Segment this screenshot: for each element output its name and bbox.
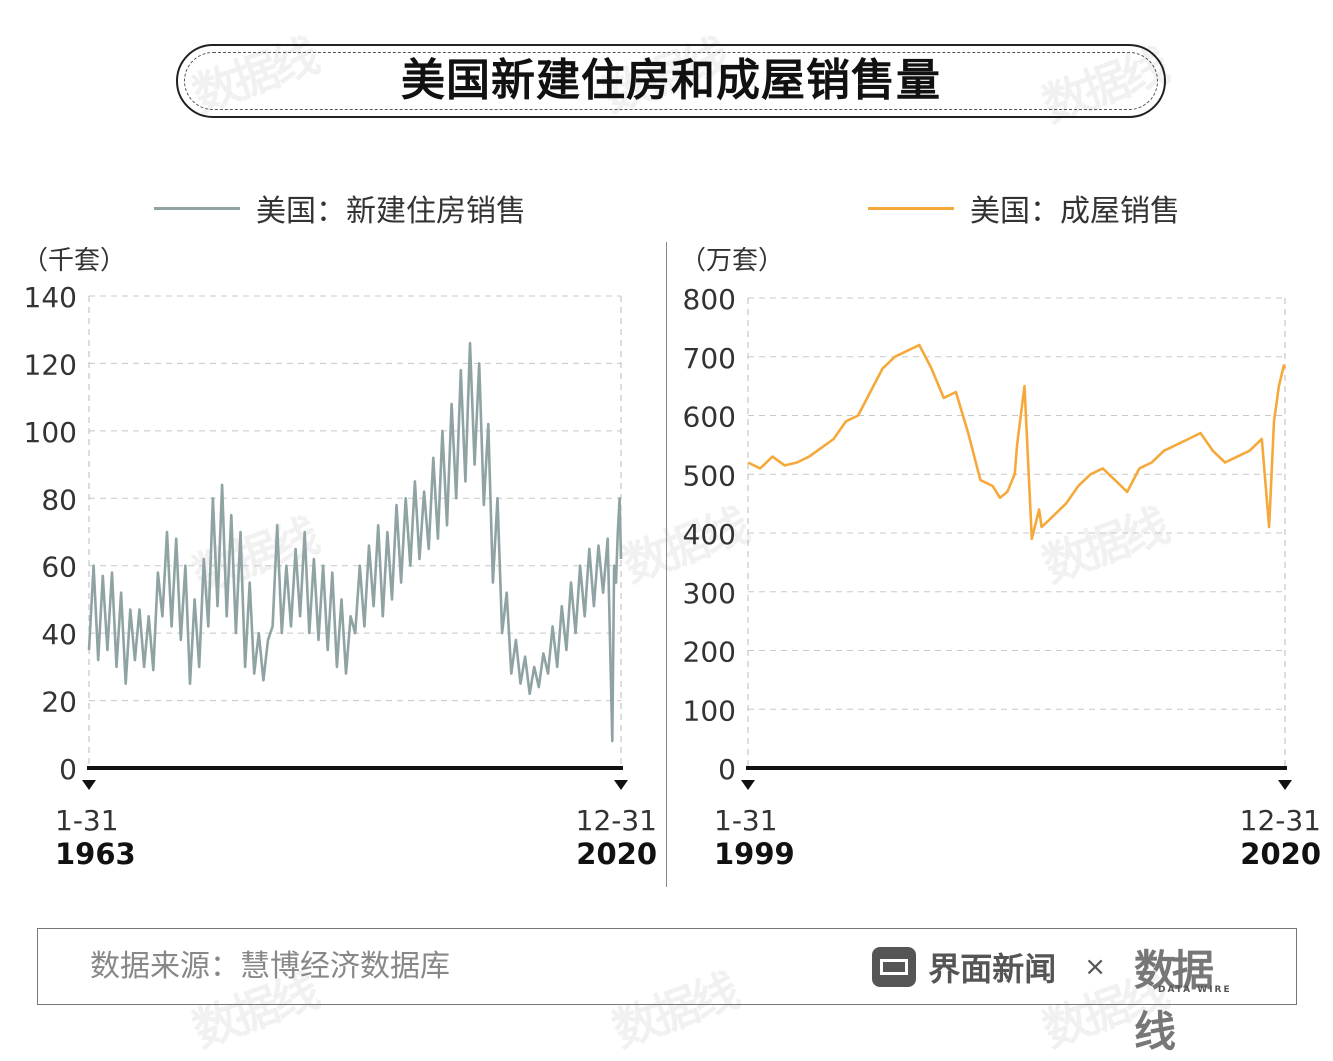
- data-wire-logo-text: 数据线: [1134, 946, 1214, 1056]
- unit-label-right: （万套）: [680, 246, 785, 276]
- jiemian-logo-icon: [872, 947, 917, 987]
- title-banner: 美国新建住房和成屋销售量: [176, 44, 1166, 118]
- y-tick-label: 800: [683, 283, 736, 316]
- legend-new-home-sales: 美国：新建住房销售: [154, 186, 526, 230]
- legend-label-existing-home: 美国：成屋销售: [970, 194, 1180, 229]
- brand-area: 界面新闻 × 数据线 DATA WIRE: [872, 929, 1244, 1056]
- data-wire-logo: 数据线 DATA WIRE: [1134, 937, 1244, 1056]
- data-source-label: 数据来源：慧博经济数据库: [90, 949, 450, 984]
- y-tick-label: 700: [683, 342, 736, 375]
- y-tick-label: 20: [41, 686, 77, 719]
- y-tick-label: 200: [683, 636, 736, 669]
- x-tick-label-date: 12-31: [1240, 804, 1321, 837]
- x-tick-marker: [741, 780, 755, 790]
- legend-swatch-new-home: [154, 206, 240, 210]
- y-tick-label: 100: [683, 694, 736, 727]
- y-tick-label: 300: [683, 577, 736, 610]
- legend-existing-home-sales: 美国：成屋销售: [868, 186, 1180, 230]
- y-tick-label: 400: [683, 518, 736, 551]
- y-tick-label: 140: [24, 281, 77, 314]
- panel-divider: [666, 242, 667, 887]
- x-tick-label-year: 1999: [714, 837, 795, 871]
- x-tick-label-date: 1-31: [714, 804, 778, 837]
- brand-name: 界面新闻: [928, 950, 1057, 988]
- y-tick-label: 0: [718, 753, 736, 786]
- x-tick-marker: [82, 780, 96, 790]
- data-wire-logo-subtext: DATA WIRE: [1158, 985, 1232, 995]
- y-tick-label: 100: [24, 416, 77, 449]
- y-tick-label: 120: [24, 348, 77, 381]
- footer: 数据来源：慧博经济数据库 界面新闻 × 数据线 DATA WIRE: [37, 928, 1297, 1056]
- y-tick-label: 40: [41, 618, 77, 651]
- x-tick-label-date: 1-31: [55, 804, 119, 837]
- x-tick-label-year: 2020: [1240, 837, 1321, 871]
- x-tick-label-year: 2020: [576, 837, 657, 871]
- y-tick-label: 600: [683, 401, 736, 434]
- series-line: [87, 341, 623, 743]
- x-tick-marker: [614, 780, 628, 790]
- title-banner-dashed-border: [184, 52, 1158, 110]
- times-sign: ×: [1084, 952, 1106, 982]
- legend-swatch-existing-home: [868, 206, 954, 210]
- chart-title: 美国新建住房和成屋销售量: [401, 55, 941, 106]
- x-tick-label-year: 1963: [55, 837, 136, 871]
- x-tick-marker: [1278, 780, 1292, 790]
- series-line: [747, 343, 1287, 541]
- y-tick-label: 0: [59, 753, 77, 786]
- y-tick-label: 500: [683, 459, 736, 492]
- x-tick-label-date: 12-31: [576, 804, 657, 837]
- unit-label-left: （千套）: [22, 246, 127, 276]
- y-tick-label: 60: [41, 551, 77, 584]
- legend-label-new-home: 美国：新建住房销售: [256, 194, 526, 229]
- y-tick-label: 80: [41, 483, 77, 516]
